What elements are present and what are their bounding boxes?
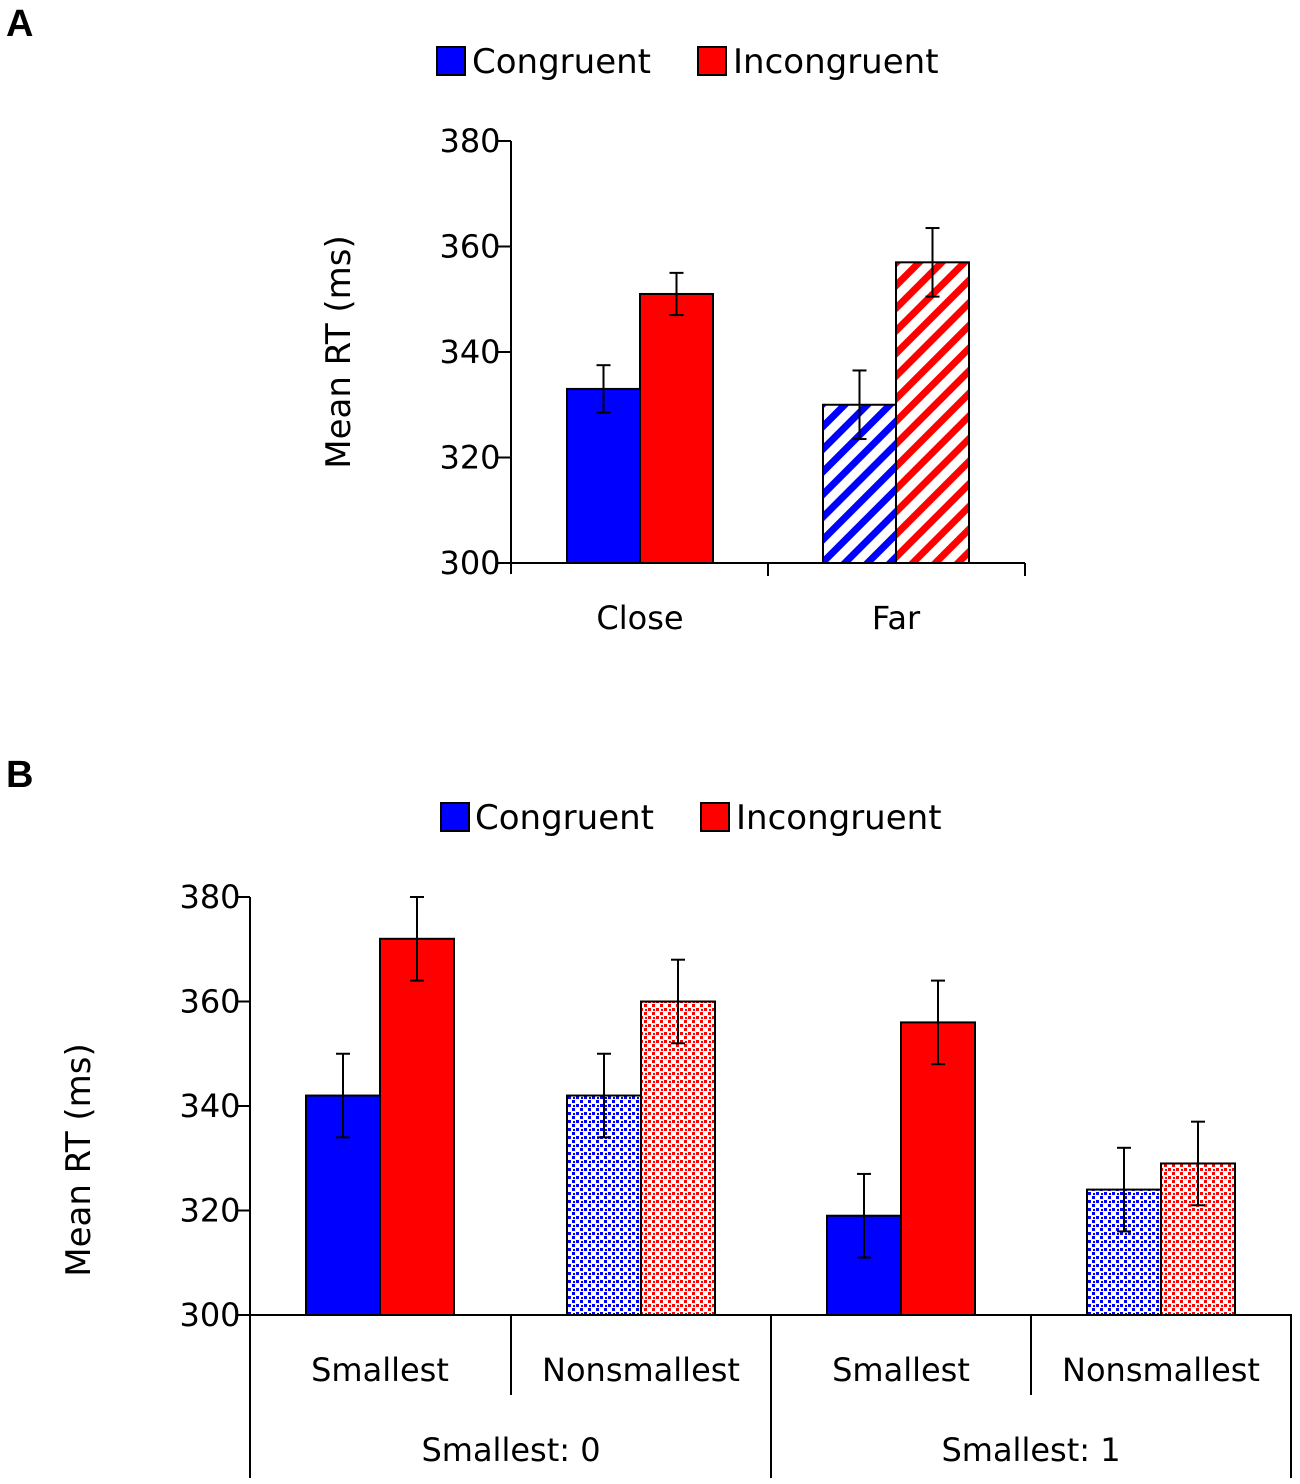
y-axis-title: Mean RT (ms) bbox=[319, 235, 359, 469]
bar-incongruent-0 bbox=[379, 937, 455, 1316]
y-tick-label: 340 bbox=[179, 1087, 240, 1125]
bar-incongruent-2 bbox=[900, 1021, 976, 1317]
category-label: Close bbox=[596, 599, 683, 637]
legend-label-incongruent: Incongruent bbox=[733, 42, 939, 82]
y-ticks: 300 320 340 360 380 bbox=[179, 878, 250, 1334]
y-axis-title: Mean RT (ms) bbox=[59, 1043, 99, 1277]
category-label: Smallest bbox=[311, 1351, 449, 1389]
panel-label: A bbox=[6, 3, 33, 45]
y-tick-label: 320 bbox=[439, 439, 500, 477]
legend-swatch-incongruent bbox=[697, 46, 727, 76]
y-ticks: 300 320 340 360 380 bbox=[439, 122, 511, 582]
panel-b: B Congruent Incongruent Mean RT (ms) 300… bbox=[6, 754, 1292, 1478]
legend: Congruent Incongruent bbox=[440, 798, 942, 838]
panel-label: B bbox=[6, 754, 33, 796]
legend-label-congruent: Congruent bbox=[475, 798, 654, 838]
bar-incongruent-1 bbox=[640, 1000, 716, 1316]
group-label: Smallest: 1 bbox=[941, 1431, 1120, 1469]
error-bars bbox=[336, 896, 1205, 1259]
category-label: Smallest bbox=[832, 1351, 970, 1389]
category-label: Nonsmallest bbox=[542, 1351, 740, 1389]
y-tick-label: 360 bbox=[179, 983, 240, 1021]
y-tick-label: 340 bbox=[439, 333, 500, 371]
category-label: Far bbox=[872, 599, 921, 637]
y-tick-label: 380 bbox=[439, 122, 500, 160]
legend-label-congruent: Congruent bbox=[472, 42, 651, 82]
bars bbox=[566, 261, 970, 564]
bar-incongruent-0 bbox=[639, 292, 714, 564]
y-tick-label: 300 bbox=[439, 544, 500, 582]
bar-congruent-0 bbox=[566, 387, 641, 564]
group-label: Smallest: 0 bbox=[421, 1431, 600, 1469]
category-label: Nonsmallest bbox=[1062, 1351, 1260, 1389]
y-tick-label: 360 bbox=[439, 228, 500, 266]
legend-label-incongruent: Incongruent bbox=[736, 798, 942, 838]
legend-swatch-congruent bbox=[440, 802, 470, 832]
legend: Congruent Incongruent bbox=[436, 42, 939, 82]
y-tick-label: 320 bbox=[179, 1192, 240, 1230]
legend-swatch-congruent bbox=[436, 46, 466, 76]
y-tick-label: 300 bbox=[179, 1296, 240, 1334]
error-bars bbox=[596, 227, 940, 441]
bars bbox=[305, 937, 1236, 1317]
y-tick-label: 380 bbox=[179, 878, 240, 916]
legend-swatch-incongruent bbox=[700, 802, 730, 832]
panel-a: A Congruent Incongruent Mean RT (ms) 300… bbox=[6, 3, 1026, 637]
bar-incongruent-1 bbox=[895, 261, 970, 564]
